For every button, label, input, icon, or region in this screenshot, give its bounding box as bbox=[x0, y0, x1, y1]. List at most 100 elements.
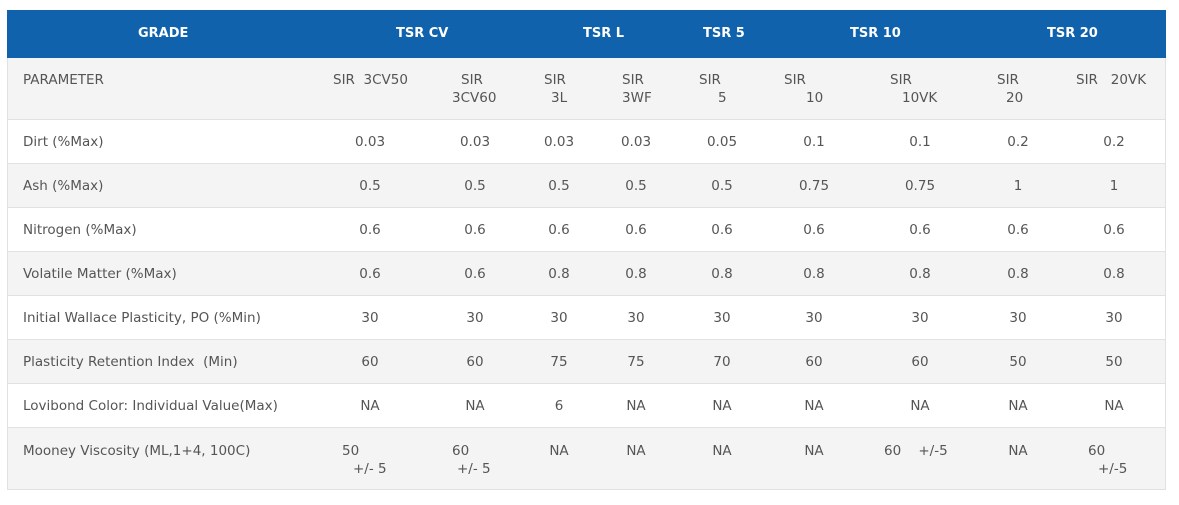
grade-sir-5-line1: SIR bbox=[699, 72, 721, 88]
table-cell: 30 bbox=[805, 310, 823, 326]
table-cell: 30 bbox=[550, 310, 568, 326]
header-grade: GRADE bbox=[138, 26, 189, 41]
mooney-3cv60-line2: +/- 5 bbox=[457, 461, 491, 477]
specification-table: GRADE TSR CV TSR L TSR 5 TSR 10 TSR 20 P… bbox=[7, 10, 1166, 490]
table-cell: 0.8 bbox=[625, 266, 647, 282]
table-cell: 30 bbox=[713, 310, 731, 326]
mooney-viscosity-row: Mooney Viscosity (ML,1+4, 100C) 50 +/- 5… bbox=[7, 428, 1166, 490]
table-cell: 60 bbox=[911, 354, 929, 370]
table-cell: 0.03 bbox=[620, 134, 652, 150]
row-label: Dirt (%Max) bbox=[23, 134, 104, 150]
table-cell: 0.6 bbox=[359, 266, 381, 282]
table-cell: 0.5 bbox=[359, 178, 381, 194]
table-cell: 60 bbox=[466, 354, 484, 370]
grade-sir-3cv60-line1: SIR bbox=[461, 72, 483, 88]
grade-sir-3cv50: SIR 3CV50 bbox=[333, 72, 408, 88]
mooney-label: Mooney Viscosity (ML,1+4, 100C) bbox=[23, 443, 251, 459]
table-cell: 30 bbox=[1009, 310, 1027, 326]
header-tsr-5: TSR 5 bbox=[703, 26, 745, 41]
table-cell: 0.6 bbox=[711, 222, 733, 238]
table-cell: 0.8 bbox=[909, 266, 931, 282]
table-cell: 75 bbox=[627, 354, 645, 370]
table-cell: 0.6 bbox=[1007, 222, 1029, 238]
table-cell: NA bbox=[1008, 398, 1028, 414]
mooney-20vk-line1: 60 bbox=[1088, 443, 1106, 459]
table-cell: 0.8 bbox=[711, 266, 733, 282]
table-cell: NA bbox=[626, 398, 646, 414]
table-cell: 60 bbox=[361, 354, 379, 370]
table-cell: 30 bbox=[1105, 310, 1123, 326]
table-cell: 0.75 bbox=[904, 178, 936, 194]
table-header-row: GRADE TSR CV TSR L TSR 5 TSR 10 TSR 20 bbox=[7, 10, 1166, 58]
table-cell: NA bbox=[1104, 398, 1124, 414]
mooney-3cv50-line1: 50 bbox=[342, 443, 360, 459]
table-cell: 0.6 bbox=[1103, 222, 1125, 238]
table-cell: 6 bbox=[554, 398, 564, 414]
table-row: Dirt (%Max) 0.03 0.03 0.03 0.03 0.05 0.1 0.1 0.2… bbox=[7, 120, 1166, 164]
table-cell: 0.8 bbox=[1103, 266, 1125, 282]
table-cell: 0.03 bbox=[354, 134, 386, 150]
table-cell: NA bbox=[712, 398, 732, 414]
table-cell: 0.5 bbox=[464, 178, 486, 194]
mooney-20: NA bbox=[1008, 443, 1028, 459]
table-cell: 30 bbox=[911, 310, 929, 326]
table-cell: 0.2 bbox=[1007, 134, 1029, 150]
table-cell: NA bbox=[465, 398, 485, 414]
table-cell: 30 bbox=[361, 310, 379, 326]
table-cell: 70 bbox=[713, 354, 731, 370]
grade-sir-20-line1: SIR bbox=[997, 72, 1019, 88]
grade-sir-3l-line1: SIR bbox=[544, 72, 566, 88]
table-row: Nitrogen (%Max) 0.6 0.6 0.6 0.6 0.6 0.6 0.6 0.6 0… bbox=[7, 208, 1166, 252]
table-cell: 0.1 bbox=[803, 134, 825, 150]
table-cell: NA bbox=[804, 398, 824, 414]
table-cell: 0.03 bbox=[459, 134, 491, 150]
parameter-row: PARAMETER SIR 3CV50 SIR 3CV60 SIR 3L SIR… bbox=[7, 58, 1166, 120]
table-cell: NA bbox=[910, 398, 930, 414]
grade-sir-3wf-line1: SIR bbox=[622, 72, 644, 88]
header-tsr-cv: TSR CV bbox=[396, 26, 449, 41]
table-cell: NA bbox=[360, 398, 380, 414]
table-cell: 50 bbox=[1105, 354, 1123, 370]
table-row: Plasticity Retention Index (Min) 60 60 75 75… bbox=[7, 340, 1166, 384]
header-tsr-10: TSR 10 bbox=[850, 26, 901, 41]
mooney-3l: NA bbox=[549, 443, 569, 459]
grade-sir-10vk-line2: 10VK bbox=[902, 90, 938, 106]
header-tsr-l: TSR L bbox=[583, 26, 625, 41]
table-cell: 0.6 bbox=[464, 266, 486, 282]
table-cell: 0.6 bbox=[548, 222, 570, 238]
row-label: Plasticity Retention Index (Min) bbox=[23, 354, 238, 370]
row-label: Initial Wallace Plasticity, PO (%Min) bbox=[23, 310, 261, 326]
table-row: Initial Wallace Plasticity, PO (%Min) 30 3… bbox=[7, 296, 1166, 340]
table-row: Lovibond Color: Individual Value(Max) NA N… bbox=[7, 384, 1166, 428]
grade-sir-10vk-line1: SIR bbox=[890, 72, 912, 88]
mooney-20vk-line2: +/-5 bbox=[1098, 461, 1128, 477]
grade-sir-10-line1: SIR bbox=[784, 72, 806, 88]
row-label: Ash (%Max) bbox=[23, 178, 104, 194]
table-cell: 0.2 bbox=[1103, 134, 1125, 150]
grade-sir-3wf-line2: 3WF bbox=[622, 90, 652, 106]
grade-sir-20vk: SIR 20VK bbox=[1076, 72, 1147, 88]
row-label: Volatile Matter (%Max) bbox=[23, 266, 177, 282]
table-cell: 0.05 bbox=[706, 134, 738, 150]
row-label: Nitrogen (%Max) bbox=[23, 222, 137, 238]
table-cell: 0.5 bbox=[711, 178, 733, 194]
table-cell: 0.6 bbox=[909, 222, 931, 238]
mooney-3cv60-line1: 60 bbox=[452, 443, 470, 459]
table-cell: 0.6 bbox=[464, 222, 486, 238]
table-cell: 0.8 bbox=[548, 266, 570, 282]
table-cell: 0.03 bbox=[543, 134, 575, 150]
table-row: Volatile Matter (%Max) 0.6 0.6 0.8 0.8 0.8 0.8… bbox=[7, 252, 1166, 296]
grade-sir-20-line2: 20 bbox=[1006, 90, 1024, 106]
table-cell: 0.6 bbox=[625, 222, 647, 238]
table-cell: 50 bbox=[1009, 354, 1027, 370]
mooney-3wf: NA bbox=[626, 443, 646, 459]
table-cell: 0.8 bbox=[803, 266, 825, 282]
table-cell: 1 bbox=[1109, 178, 1119, 194]
header-tsr-20: TSR 20 bbox=[1047, 26, 1098, 41]
mooney-10: NA bbox=[804, 443, 824, 459]
grade-sir-3l-line2: 3L bbox=[551, 90, 568, 106]
grade-sir-3cv60-line2: 3CV60 bbox=[452, 90, 497, 106]
table-cell: 75 bbox=[550, 354, 568, 370]
mooney-5: NA bbox=[712, 443, 732, 459]
parameter-label: PARAMETER bbox=[23, 72, 104, 88]
